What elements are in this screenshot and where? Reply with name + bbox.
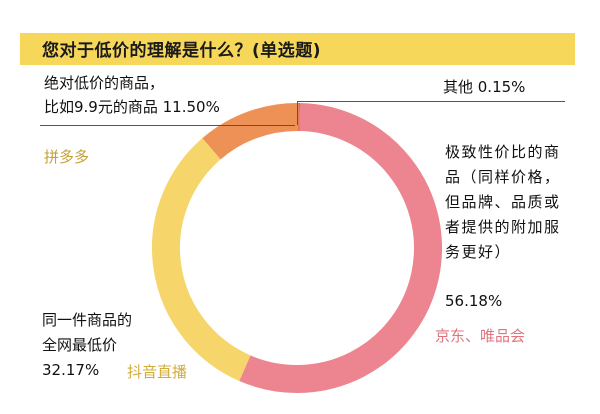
- other-label: 其他 0.15%: [443, 78, 526, 96]
- jd-label: 极致性价比的商品（同样价格，但品牌、品质或者提供的附加服务更好）: [445, 143, 561, 261]
- jd-percent: 56.18%: [445, 292, 503, 310]
- pdd-label-line2: 比如9.9元的商品 11.50%: [44, 98, 220, 116]
- pdd-label-line1: 绝对低价的商品，: [44, 74, 165, 92]
- donut-slice-pdd: [202, 103, 299, 160]
- donut-slice-douyin: [152, 138, 251, 382]
- pdd-leader-line: [40, 125, 295, 126]
- donut-slice-jd_vip: [239, 103, 442, 393]
- chart-title: 您对于低价的理解是什么？(单选题): [42, 41, 322, 61]
- douyin-platform-label: 抖音直播: [127, 363, 188, 381]
- douyin-label-line2: 全网最低价: [42, 336, 118, 354]
- other-leader-line-vertical: [297, 101, 298, 125]
- douyin-percent: 32.17%: [42, 361, 100, 379]
- pdd-platform-label: 拼多多: [44, 148, 90, 166]
- other-leader-line: [297, 101, 565, 102]
- douyin-label-line1: 同一件商品的: [42, 311, 133, 329]
- title-bar: [20, 33, 575, 65]
- jd-platform-label: 京东、唯品会: [435, 327, 526, 345]
